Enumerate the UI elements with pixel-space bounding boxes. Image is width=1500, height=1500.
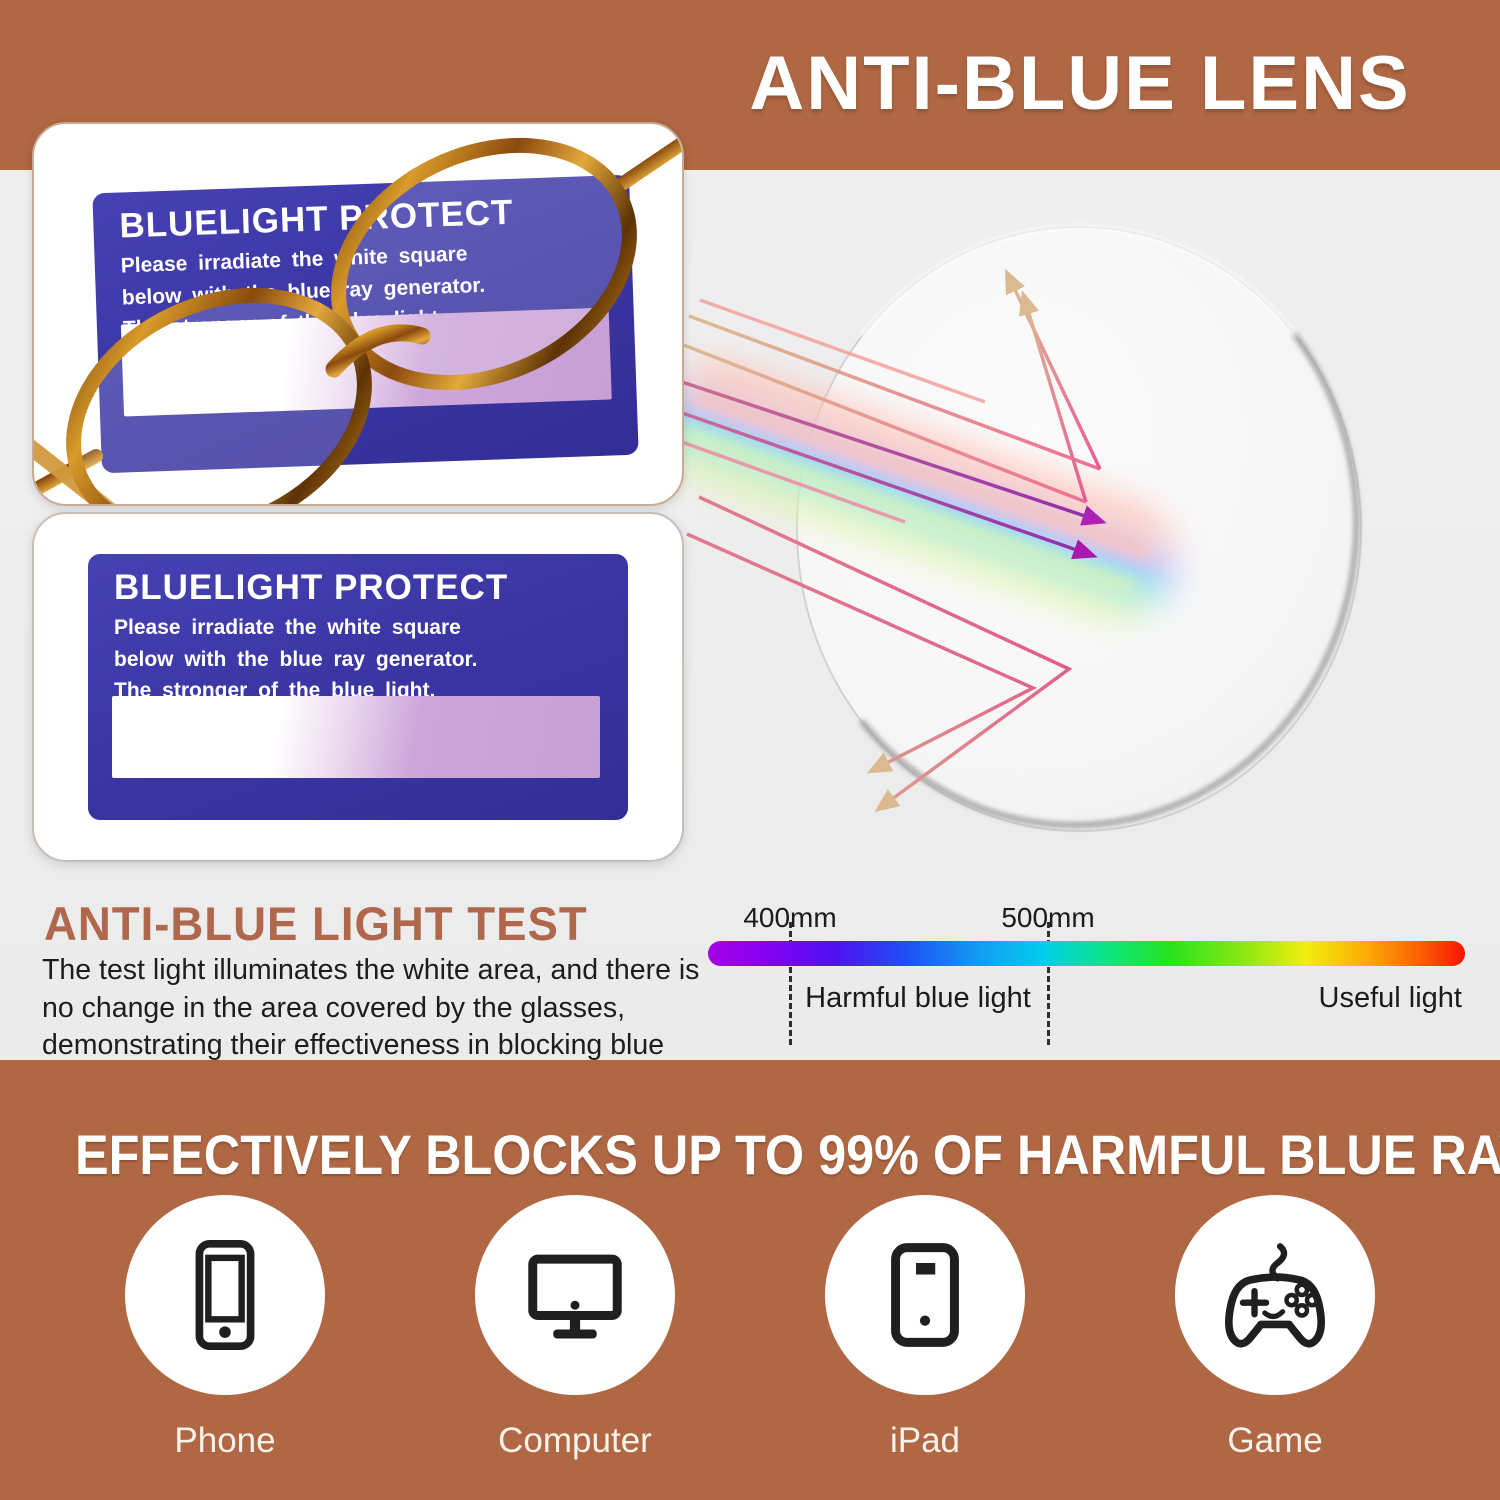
ray-reflect-down-1 bbox=[698, 495, 1073, 813]
ray-incoming-pink bbox=[675, 438, 906, 524]
temple-arm-top bbox=[612, 135, 682, 193]
test-section-heading: ANTI-BLUE LIGHT TEST bbox=[44, 897, 588, 950]
device-phone: Phone bbox=[125, 1195, 325, 1461]
ray-through-2 bbox=[664, 405, 1098, 560]
bluelight-protect-card: BLUELIGHT PROTECT Please irradiate the w… bbox=[88, 554, 628, 820]
ray-reflect-up-2 bbox=[1019, 290, 1088, 503]
device-circle bbox=[125, 1195, 325, 1395]
ipad-icon bbox=[891, 1243, 959, 1347]
glasses-frame bbox=[34, 135, 682, 504]
spectrum-label-useful: Useful light bbox=[1318, 982, 1462, 1014]
ray-through-1 bbox=[669, 376, 1107, 526]
glasses-bridge bbox=[325, 324, 431, 378]
test-strip bbox=[112, 696, 600, 778]
device-circle bbox=[1175, 1195, 1375, 1395]
test-section-body: The test light illuminates the white are… bbox=[42, 954, 700, 1099]
device-label: iPad bbox=[889, 1421, 961, 1460]
lens-disc bbox=[796, 225, 1362, 832]
device-computer: Computer bbox=[475, 1195, 675, 1461]
test-photo-card-plain: BLUELIGHT PROTECT Please irradiate the w… bbox=[32, 512, 684, 862]
test-photo-card-glasses: BLUELIGHT PROTECT Please irradiate the w… bbox=[32, 122, 684, 506]
phone-icon bbox=[195, 1239, 255, 1351]
ray-incoming-salmon bbox=[699, 298, 986, 404]
device-circle bbox=[475, 1195, 675, 1395]
device-circle bbox=[825, 1195, 1025, 1395]
device-list: Phone Computer bbox=[125, 1195, 1375, 1461]
device-ipad: iPad bbox=[825, 1195, 1025, 1461]
rainbow-beam bbox=[656, 363, 1179, 622]
device-label: Game bbox=[1227, 1421, 1323, 1460]
bluelight-card-heading: BLUELIGHT PROTECT bbox=[114, 568, 509, 607]
ray-reflect-up-1 bbox=[1005, 268, 1102, 470]
footer-band: EFFECTIVELY BLOCKS UP TO 99% OF HARMFUL … bbox=[0, 1060, 1500, 1500]
device-label: Computer bbox=[498, 1421, 652, 1460]
ray-incoming-2 bbox=[680, 342, 1087, 504]
light-rays bbox=[664, 268, 1107, 813]
light-spectrum-bar bbox=[708, 941, 1465, 966]
spectrum-dash-500 bbox=[1047, 922, 1050, 1045]
page-title: ANTI-BLUE LENS bbox=[749, 41, 1411, 126]
device-label: Phone bbox=[174, 1421, 276, 1460]
ray-reflect-down-2 bbox=[686, 532, 1038, 774]
device-game: Game bbox=[1175, 1195, 1375, 1461]
spectrum-dash-400 bbox=[789, 922, 792, 1045]
game-icon bbox=[1225, 1243, 1325, 1348]
computer-icon bbox=[528, 1254, 622, 1339]
spectrum-label-harmful: Harmful blue light bbox=[805, 982, 1031, 1014]
footer-headline: EFFECTIVELY BLOCKS UP TO 99% OF HARMFUL … bbox=[75, 1123, 1500, 1186]
ray-incoming-1 bbox=[688, 314, 1101, 471]
